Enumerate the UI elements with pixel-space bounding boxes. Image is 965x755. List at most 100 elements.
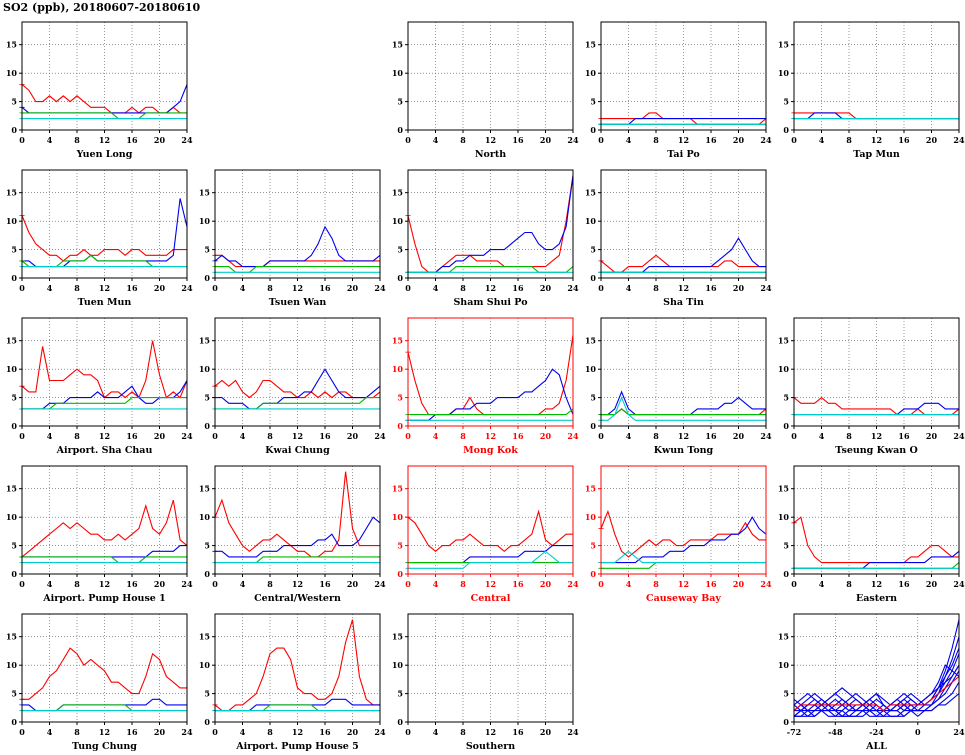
y-tick-label: 10: [585, 364, 597, 374]
y-tick-label: 5: [590, 392, 596, 402]
x-tick-label: 20: [733, 135, 745, 145]
eastern-plot: 0 4 8 12 16 20 24 0 5 10 15 Eastern: [778, 465, 965, 604]
y-tick-label: 5: [11, 244, 17, 254]
x-tick-label: 24: [760, 579, 772, 589]
y-tick-label: 10: [392, 68, 404, 78]
x-tick-label: 8: [460, 431, 466, 441]
chart-panel-airport-pump-house-1: 0 4 8 12 16 20 24 0 5 10 15 Airport. Pump House 1: [0, 459, 193, 607]
x-tick-label: 16: [705, 135, 717, 145]
southern-plot: 0 4 8 12 16 20 24 0 5 10 15 Southern: [392, 613, 579, 752]
chart-panel-tai-po: 0 4 8 12 16 20 24 0 5 10 15 Tai Po: [579, 15, 772, 163]
x-tick-label: 20: [540, 283, 552, 293]
x-tick-label: -48: [828, 727, 843, 737]
x-tick-label: 20: [926, 579, 938, 589]
x-tick-label: 4: [626, 135, 632, 145]
x-tick-label: 8: [267, 579, 273, 589]
x-tick-label: 24: [181, 283, 193, 293]
y-tick-label: 15: [585, 336, 596, 346]
panel-title: Central/Western: [254, 593, 341, 604]
chart-panel-causeway-bay: 0 4 8 12 16 20 24 0 5 10 15 Causeway Bay: [579, 459, 772, 607]
all-plot: -72 -48 -24 0 24 0 5 10 15 ALL: [778, 613, 965, 752]
chart-panel-central: 0 4 8 12 16 20 24 0 5 10 15 Central: [386, 459, 579, 607]
x-tick-label: 8: [460, 727, 466, 737]
y-tick-label: 10: [392, 216, 404, 226]
panel-title: Eastern: [856, 593, 897, 604]
x-tick-label: 12: [292, 431, 303, 441]
panel-title: Tuen Mun: [78, 297, 132, 308]
y-tick-label: 15: [6, 336, 17, 346]
airport-sha-chau-plot: 0 4 8 12 16 20 24 0 5 10 15 Airport. Sha Chau: [6, 317, 193, 456]
y-tick-label: 15: [778, 336, 789, 346]
x-tick-label: 0: [212, 727, 218, 737]
x-tick-label: 20: [733, 579, 745, 589]
x-tick-label: 24: [567, 727, 579, 737]
y-tick-label: 15: [392, 632, 403, 642]
central-plot: 0 4 8 12 16 20 24 0 5 10 15 Central: [392, 465, 579, 604]
y-tick-label: 0: [204, 569, 210, 579]
panel-title: North: [475, 149, 506, 160]
chart-panel-tuen-mun: 0 4 8 12 16 20 24 0 5 10 15 Tuen Mun: [0, 163, 193, 311]
y-tick-label: 10: [778, 512, 790, 522]
y-tick-label: 10: [6, 364, 18, 374]
y-tick-label: 15: [199, 632, 210, 642]
y-tick-label: 5: [204, 244, 210, 254]
y-tick-label: 10: [778, 660, 790, 670]
chart-panel-southern: 0 4 8 12 16 20 24 0 5 10 15 Southern: [386, 607, 579, 755]
y-tick-label: 0: [204, 717, 210, 727]
x-tick-label: 16: [319, 431, 331, 441]
x-tick-label: 0: [405, 135, 411, 145]
panel-title: Kwun Tong: [654, 445, 714, 456]
x-tick-label: 8: [460, 135, 466, 145]
panel-title: Central: [471, 593, 511, 604]
x-tick-label: 8: [74, 431, 80, 441]
x-tick-label: 16: [126, 579, 138, 589]
x-tick-label: 12: [678, 431, 689, 441]
x-tick-label: 4: [626, 283, 632, 293]
x-tick-label: 4: [47, 727, 53, 737]
x-tick-label: 24: [181, 135, 193, 145]
x-tick-label: 24: [760, 283, 772, 293]
tseung-kwan-o-plot: 0 4 8 12 16 20 24 0 5 10 15 Tseung Kwan O: [778, 317, 965, 456]
y-tick-label: 15: [6, 40, 17, 50]
x-tick-label: 4: [240, 283, 246, 293]
x-tick-label: 16: [512, 727, 524, 737]
x-tick-label: 20: [347, 283, 359, 293]
y-tick-label: 5: [397, 540, 403, 550]
y-tick-label: 10: [6, 68, 18, 78]
x-tick-label: 4: [626, 579, 632, 589]
panel-title: Airport. Pump House 5: [235, 741, 359, 752]
x-tick-label: 4: [433, 727, 439, 737]
y-tick-label: 0: [783, 569, 789, 579]
x-tick-label: 4: [47, 431, 53, 441]
tuen-mun-plot: 0 4 8 12 16 20 24 0 5 10 15 Tuen Mun: [6, 169, 193, 308]
x-tick-label: 12: [678, 579, 689, 589]
y-tick-label: 15: [6, 188, 17, 198]
x-tick-label: 16: [319, 579, 331, 589]
y-tick-label: 0: [783, 717, 789, 727]
y-tick-label: 0: [11, 421, 17, 431]
x-tick-label: 16: [126, 283, 138, 293]
x-tick-label: 24: [567, 579, 579, 589]
x-tick-label: 0: [791, 579, 797, 589]
chart-panel-sham-shui-po: 0 4 8 12 16 20 24 0 5 10 15 Sham Shui Po: [386, 163, 579, 311]
x-tick-label: 20: [347, 431, 359, 441]
chart-panel-tap-mun: 0 4 8 12 16 20 24 0 5 10 15 Tap Mun: [772, 15, 965, 163]
y-tick-label: 0: [783, 125, 789, 135]
chart-panel-central-western: 0 4 8 12 16 20 24 0 5 10 15 Central/Western: [193, 459, 386, 607]
y-tick-label: 15: [199, 336, 210, 346]
x-tick-label: 0: [598, 283, 604, 293]
x-tick-label: 12: [485, 579, 496, 589]
tai-po-plot: 0 4 8 12 16 20 24 0 5 10 15 Tai Po: [585, 21, 772, 160]
y-tick-label: 10: [778, 364, 790, 374]
chart-panel-mong-kok: 0 4 8 12 16 20 24 0 5 10 15 Mong Kok: [386, 311, 579, 459]
x-tick-label: 20: [154, 727, 166, 737]
x-tick-label: 4: [433, 579, 439, 589]
panel-title: Yuen Long: [76, 149, 133, 160]
x-tick-label: 4: [433, 283, 439, 293]
y-tick-label: 10: [585, 216, 597, 226]
x-tick-label: 16: [319, 283, 331, 293]
y-tick-label: 15: [392, 188, 403, 198]
x-tick-label: 16: [512, 135, 524, 145]
sha-tin-plot: 0 4 8 12 16 20 24 0 5 10 15 Sha Tin: [585, 169, 772, 308]
y-tick-label: 15: [6, 632, 17, 642]
